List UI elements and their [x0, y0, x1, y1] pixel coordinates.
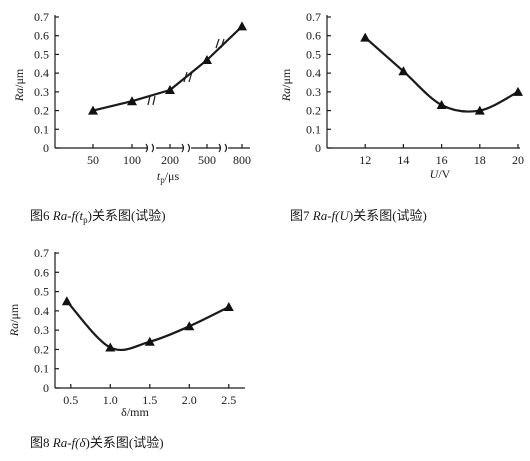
fig7-x-tick-label: 18 — [474, 153, 486, 167]
fig6-axis-break-1 — [145, 143, 155, 153]
fig6-y-tick-label: 0.6 — [34, 29, 49, 43]
fig7-y-tick-label: 0 — [315, 141, 321, 155]
fig6-curve-break-2 — [183, 71, 193, 83]
fig6-x-ticks: 50 100 200 500 800 — [87, 144, 251, 167]
fig6-data-point — [237, 21, 247, 31]
fig6-series-line — [91, 25, 244, 112]
fig8-data-point — [144, 336, 155, 346]
fig7-y-tick-label: 0.7 — [306, 10, 321, 24]
fig6-axis-break-3 — [218, 143, 228, 153]
fig6-data-point — [202, 55, 212, 65]
fig6-y-tick-label: 0 — [43, 141, 49, 155]
fig6-x-tick-label: 500 — [198, 153, 216, 167]
fig8-y-tick-label: 0.7 — [34, 246, 49, 260]
fig7-data-point — [398, 66, 409, 76]
fig8-y-tick-label: 0 — [43, 381, 49, 395]
fig8-y-tick-label: 0.1 — [34, 362, 49, 376]
fig7-ylabel: Ra/μm — [279, 68, 293, 102]
fig6-y-tick-label: 0.1 — [34, 122, 49, 136]
fig7-xlabel: U/V — [430, 167, 451, 181]
fig8-data-point — [184, 321, 195, 331]
fig6-x-tick-label: 100 — [123, 153, 141, 167]
fig8-x-tick-label: 2.5 — [221, 393, 236, 407]
fig8-data-point — [61, 296, 72, 306]
fig6-y-tick-label: 0.5 — [34, 47, 49, 61]
fig8-x-tick-label: 1.5 — [142, 393, 157, 407]
fig6-axes — [54, 15, 250, 153]
chart-fig6: 0 0.1 0.2 0.3 0.4 0.5 0.6 0.7 50 100 200 500 800 Ra… — [12, 10, 251, 225]
chart-fig7: 00.10.20.30.40.50.60.7 12 14 16 18 20 Ra/μm … — [279, 10, 524, 223]
fig8-y-tick-label: 0.6 — [34, 265, 49, 279]
fig8-x-ticks: 0.5 1.0 1.5 2.0 2.5 — [63, 384, 236, 407]
fig6-curve-break-3 — [215, 38, 225, 49]
fig8-data-points — [61, 296, 234, 352]
fig8-data-point — [105, 342, 116, 352]
fig8-data-point — [223, 302, 234, 311]
fig6-x-tick-label: 800 — [233, 153, 251, 167]
fig7-data-point — [513, 86, 523, 96]
fig6-y-ticks: 0 0.1 0.2 0.3 0.4 0.5 0.6 0.7 — [34, 10, 59, 155]
fig7-y-tick-label: 0.6 — [306, 29, 321, 43]
fig6-data-point — [127, 96, 137, 106]
fig8-x-tick-label: 0.5 — [63, 393, 78, 407]
fig6-x-tick-label: 50 — [87, 153, 99, 167]
fig7-axes — [326, 15, 520, 149]
fig7-y-ticks: 0 0.1 0.2 0.3 0.4 0.5 0.6 0.7 — [306, 10, 331, 155]
fig7-y-tick-label: 0.5 — [306, 47, 321, 61]
fig6-data-point — [165, 84, 175, 94]
fig8-y-tick-label: 0.4 — [34, 304, 49, 318]
fig6-data-points — [88, 21, 247, 115]
fig6-ylabel: Ra/μm — [12, 68, 26, 102]
fig7-y-tick-label: 0.4 — [306, 66, 321, 80]
fig7-data-points — [360, 32, 523, 115]
fig6-y-tick-label: 0.3 — [34, 85, 49, 99]
fig7-data-point — [436, 99, 447, 109]
fig6-y-tick-label: 0.4 — [34, 66, 49, 80]
fig6-y-tick-label: 0.7 — [34, 10, 49, 24]
fig7-x-tick-label: 14 — [397, 153, 409, 167]
fig6-y-tick-label: 0.2 — [34, 104, 49, 118]
fig7-data-point — [360, 32, 371, 42]
fig7-x-tick-label: 12 — [359, 153, 371, 167]
fig8-xlabel: δ/mm — [121, 405, 149, 419]
fig8-y-tick-label: 0.3 — [34, 323, 49, 337]
fig6-axis-break-2 — [181, 143, 191, 153]
fig8-caption: 图8 Ra-f(δ)关系图(试验) — [30, 435, 164, 450]
fig7-y-tick-label: 0.1 — [306, 122, 321, 136]
fig8-y-tick-label: 0.2 — [34, 342, 49, 356]
fig6-xlabel: tp/μs — [157, 169, 180, 185]
fig7-x-tick-label: 16 — [436, 153, 448, 167]
fig7-y-tick-label: 0.2 — [306, 104, 321, 118]
fig6-data-point — [88, 105, 98, 115]
fig6-caption: 图6 Ra-f(tp)关系图(试验) — [30, 208, 166, 225]
fig7-data-point — [474, 105, 485, 115]
fig7-x-tick-label: 20 — [512, 153, 524, 167]
fig7-caption: 图7 Ra-f(U)关系图(试验) — [290, 208, 427, 223]
fig7-y-tick-label: 0.3 — [306, 85, 321, 99]
chart-fig8: 0 0.1 0.2 0.3 0.4 0.5 0.6 0.7 0.5 1.0 1.5 2.0 2.5 R… — [7, 246, 245, 450]
fig8-y-tick-label: 0.5 — [34, 285, 49, 299]
fig8-x-tick-label: 2.0 — [182, 393, 197, 407]
fig8-ylabel: Ra/μm — [7, 303, 21, 337]
fig8-x-tick-label: 1.0 — [103, 393, 118, 407]
fig6-curve-break-1 — [147, 95, 156, 106]
fig7-x-ticks: 12 14 16 18 20 — [359, 144, 524, 167]
fig8-y-ticks: 0 0.1 0.2 0.3 0.4 0.5 0.6 0.7 — [34, 246, 59, 395]
fig6-x-tick-label: 200 — [161, 153, 179, 167]
